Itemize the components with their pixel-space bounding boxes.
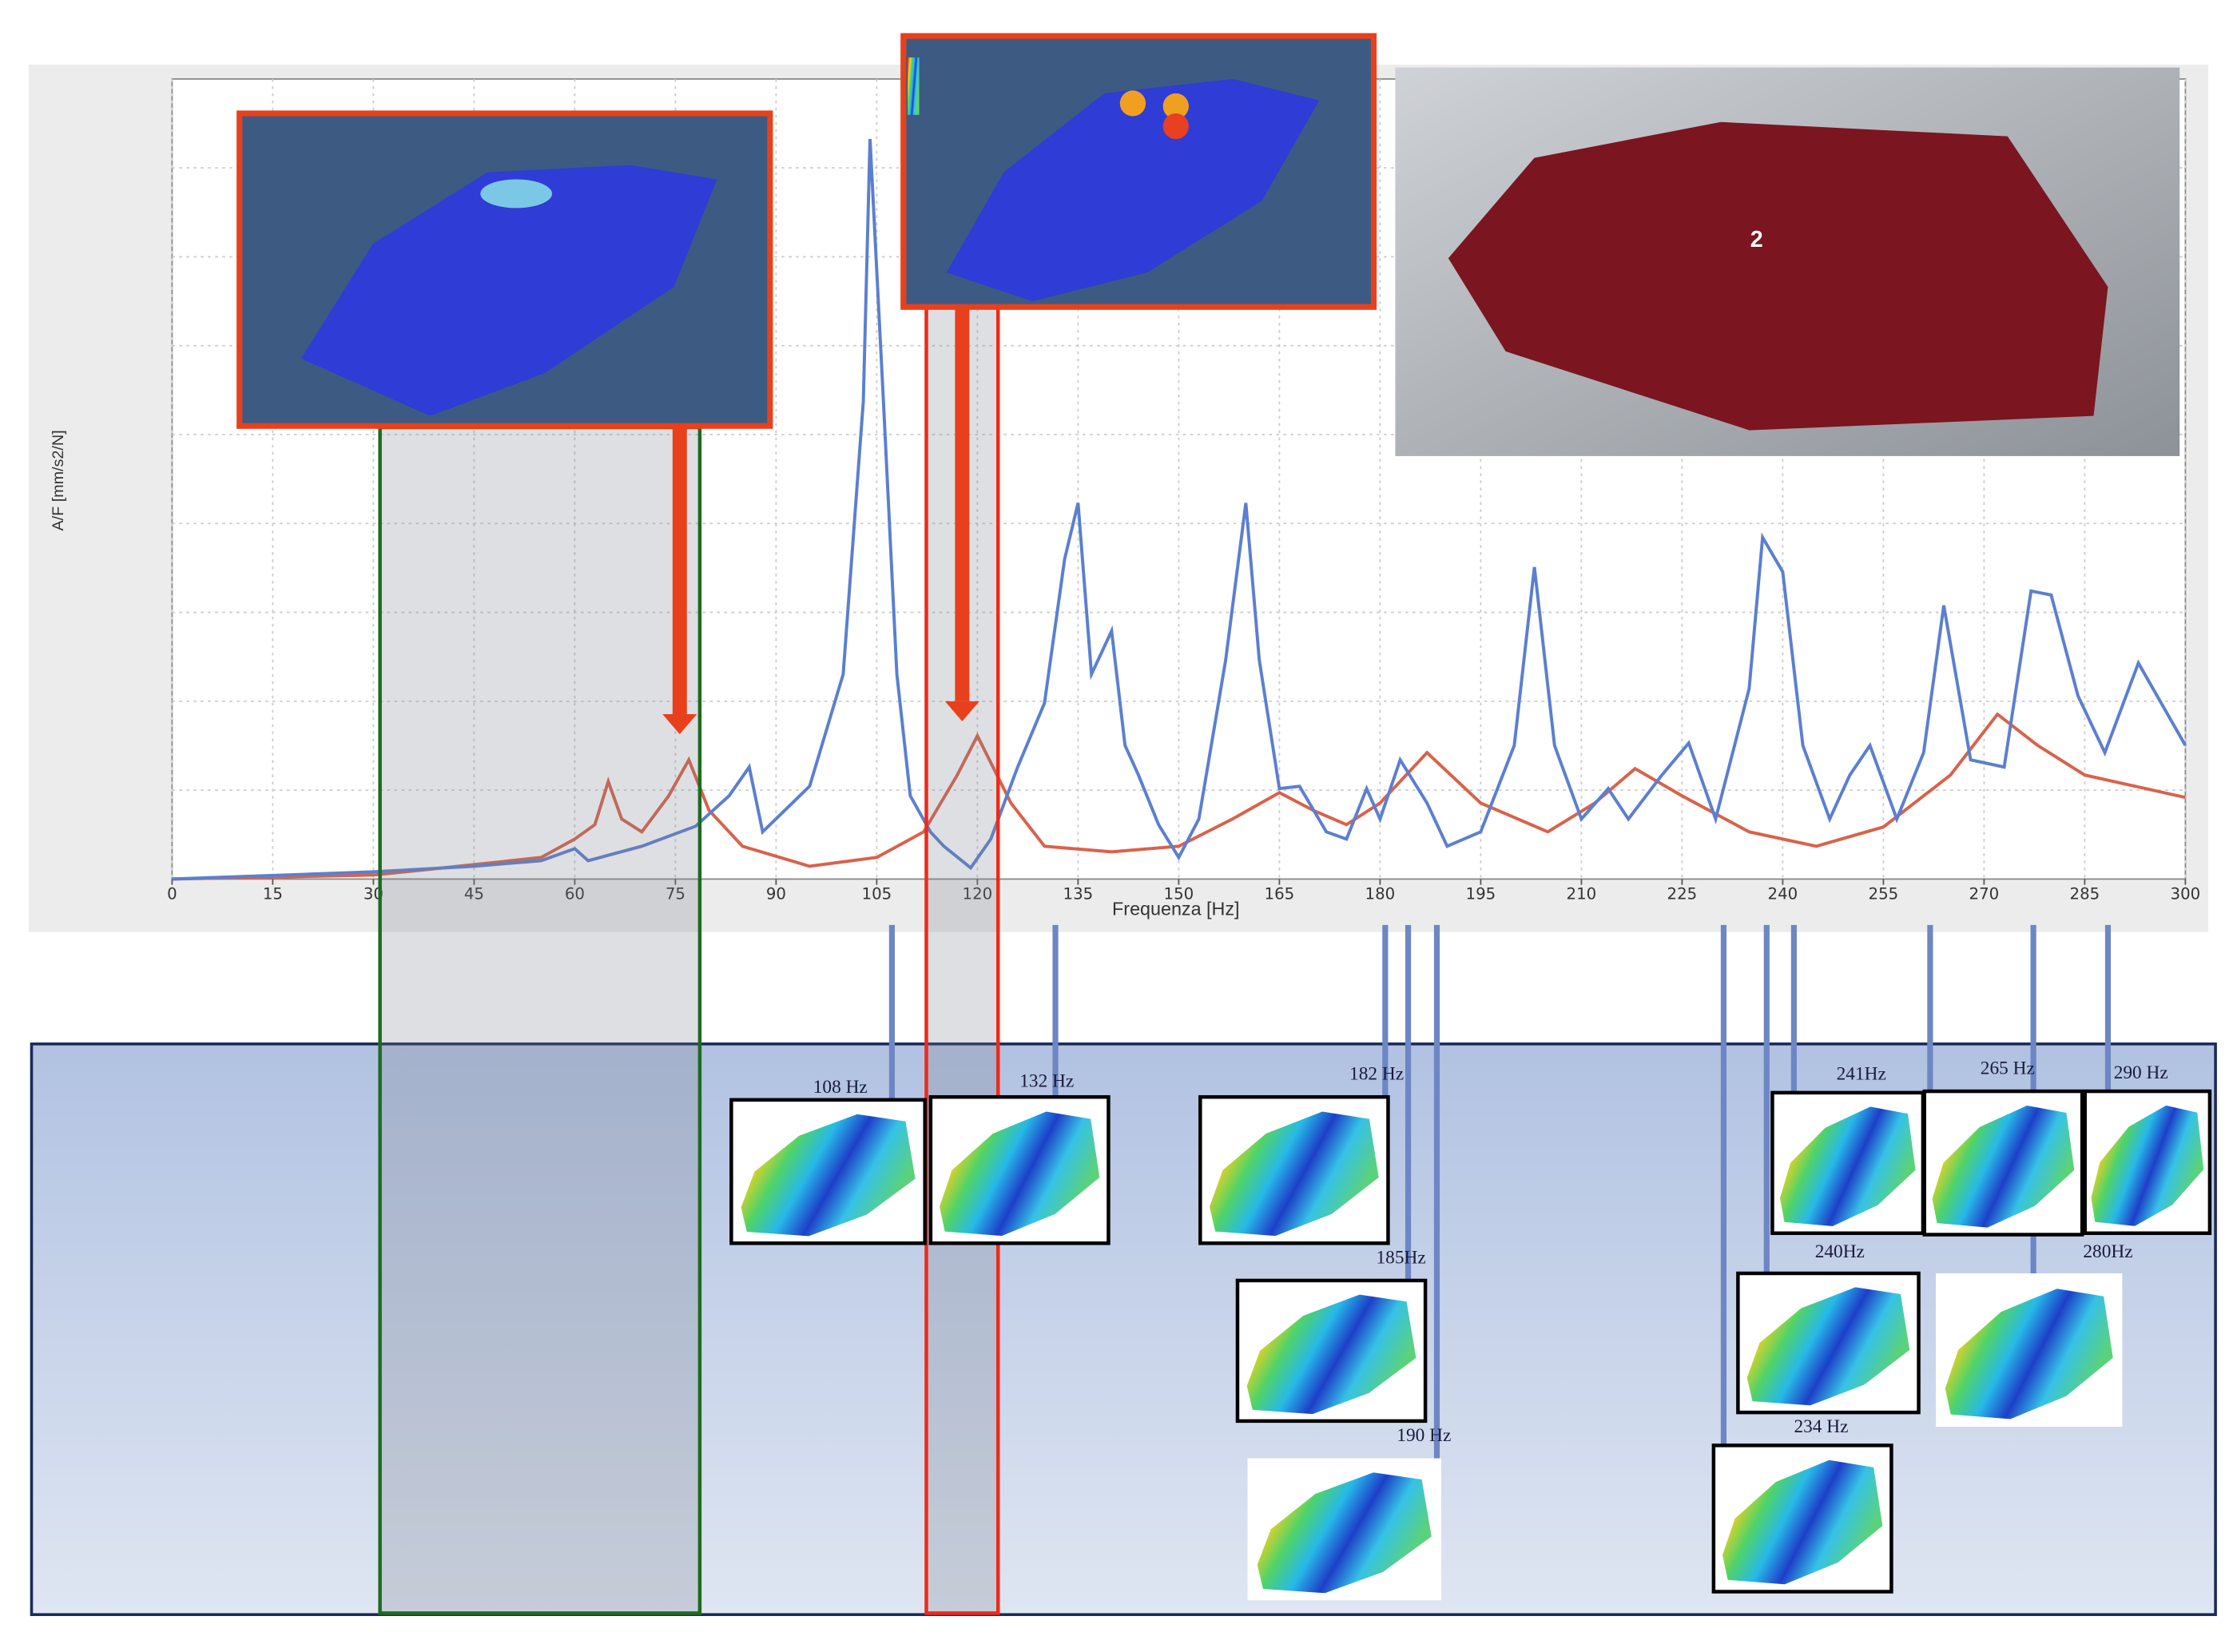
mode-label: 190 Hz [1397, 1425, 1451, 1446]
x-tick-label: 255 [1869, 885, 1899, 903]
fe-inset [900, 33, 1377, 310]
x-tick-label: 195 [1466, 885, 1496, 903]
arrow [662, 307, 979, 735]
mode-label: 290 Hz [2114, 1062, 2168, 1083]
x-tick-label: 210 [1567, 885, 1597, 903]
mode-shape [940, 1111, 1100, 1237]
x-tick-label: 240 [1768, 885, 1798, 903]
x-tick-label: 300 [2171, 885, 2201, 903]
mode-shape [2091, 1105, 2204, 1226]
x-tick-label: 45 [464, 885, 484, 903]
mode-label: 265 Hz [1981, 1058, 2035, 1079]
inset-label: 2 [1750, 227, 1763, 252]
mode-label: 241Hz [1837, 1064, 1886, 1085]
mode-label: 234 Hz [1794, 1416, 1848, 1437]
x-tick-label: 180 [1365, 885, 1396, 903]
mode-label: 185Hz [1376, 1247, 1425, 1268]
x-tick-label: 135 [1063, 885, 1094, 903]
fe-inset [236, 110, 773, 429]
mode-shape [1932, 1106, 2075, 1228]
x-tick-label: 270 [1969, 885, 2000, 903]
mode-label: 108 Hz [813, 1077, 868, 1098]
mode-shape [1779, 1106, 1916, 1226]
mode-shape [1246, 1294, 1417, 1415]
x-tick-label: 225 [1667, 885, 1698, 903]
x-tick-label: 285 [2070, 885, 2100, 903]
x-tick-label: 90 [766, 885, 786, 903]
y-axis-label: A/F [mm/s2/N] [50, 430, 67, 530]
mode-label: 182 Hz [1349, 1064, 1404, 1085]
mode-shape [1945, 1289, 2113, 1420]
band-highlight [378, 425, 702, 1615]
x-tick-label: 0 [167, 885, 177, 903]
x-tick-label: 105 [862, 885, 892, 903]
mode-shape [741, 1114, 916, 1237]
mode-label: 240Hz [1815, 1241, 1865, 1262]
mode-shape [1746, 1287, 1910, 1406]
x-tick-label: 75 [666, 885, 685, 903]
x-axis-label: Frequenza [Hz] [1112, 898, 1239, 919]
roof-inset: 2 [1395, 67, 2180, 456]
mode-label: 280Hz [2083, 1241, 2132, 1262]
mode-shape [1257, 1472, 1432, 1594]
series-line [172, 712, 2186, 881]
x-tick-label: 15 [263, 885, 283, 903]
x-tick-label: 165 [1265, 885, 1295, 903]
series-line [172, 138, 2187, 881]
mode-shape [1722, 1459, 1883, 1585]
x-tick-label: 60 [565, 885, 585, 903]
x-tick-label: 120 [963, 885, 993, 903]
mode-label: 132 Hz [1019, 1071, 1074, 1092]
x-tick-label: 150 [1164, 885, 1194, 903]
mode-shape [1209, 1111, 1379, 1237]
